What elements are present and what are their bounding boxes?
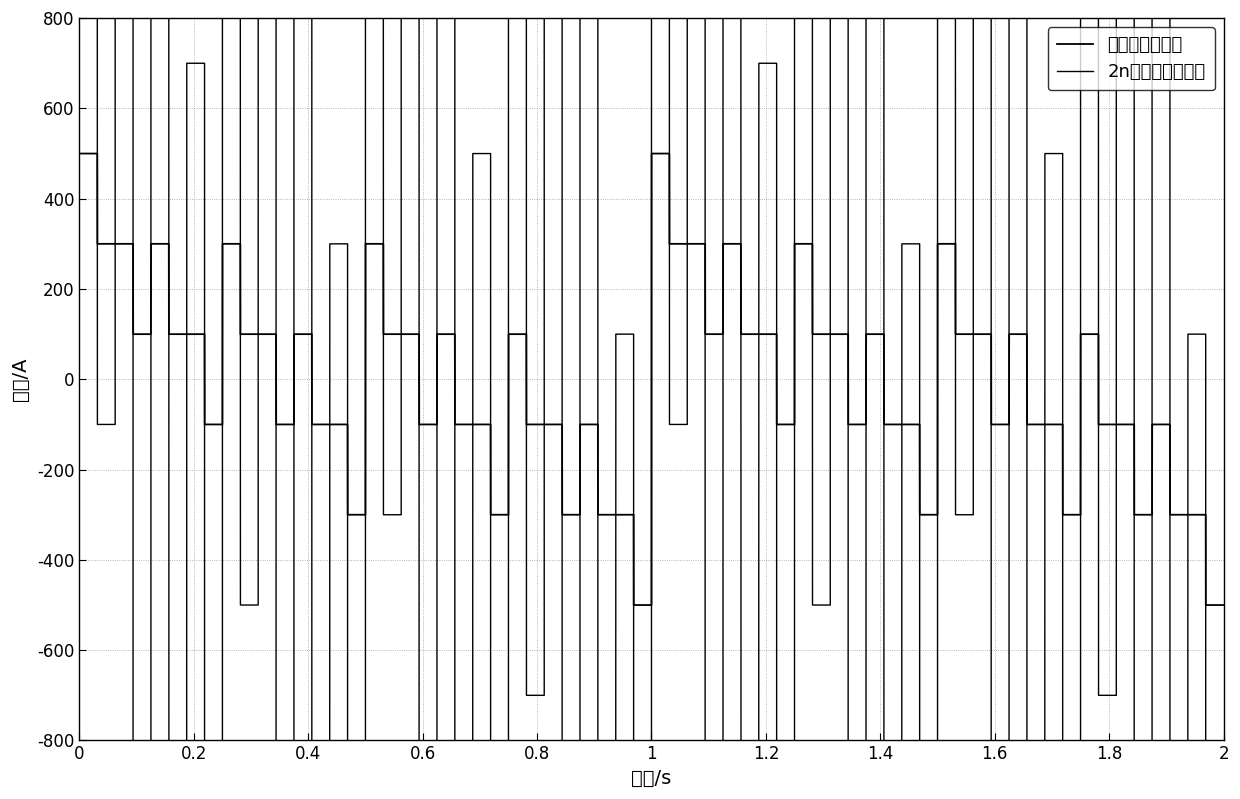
- 方波叠加后信号: [801, 239, 816, 248]
- 方波叠加后信号: [675, 239, 689, 248]
- Line: 方波叠加后信号: 方波叠加后信号: [79, 153, 1224, 605]
- 方波叠加后信号: [212, 419, 227, 429]
- Line: 2n序列伪随机信号: 2n序列伪随机信号: [79, 0, 1224, 799]
- 2n序列伪随机信号: [1109, 690, 1123, 700]
- 2n序列伪随机信号: [98, 419, 113, 429]
- 方波叠加后信号: [626, 600, 641, 610]
- X-axis label: 时间/s: 时间/s: [631, 769, 672, 788]
- 方波叠加后信号: [1216, 600, 1231, 610]
- 2n序列伪随机信号: [675, 419, 689, 429]
- 方波叠加后信号: [98, 239, 113, 248]
- 方波叠加后信号: [1161, 419, 1176, 429]
- 方波叠加后信号: [72, 149, 87, 158]
- Y-axis label: 幅値/A: 幅値/A: [11, 357, 30, 401]
- 方波叠加后信号: [1109, 419, 1123, 429]
- Legend: 方波叠加后信号, 2n序列伪随机信号: 方波叠加后信号, 2n序列伪随机信号: [1048, 27, 1214, 90]
